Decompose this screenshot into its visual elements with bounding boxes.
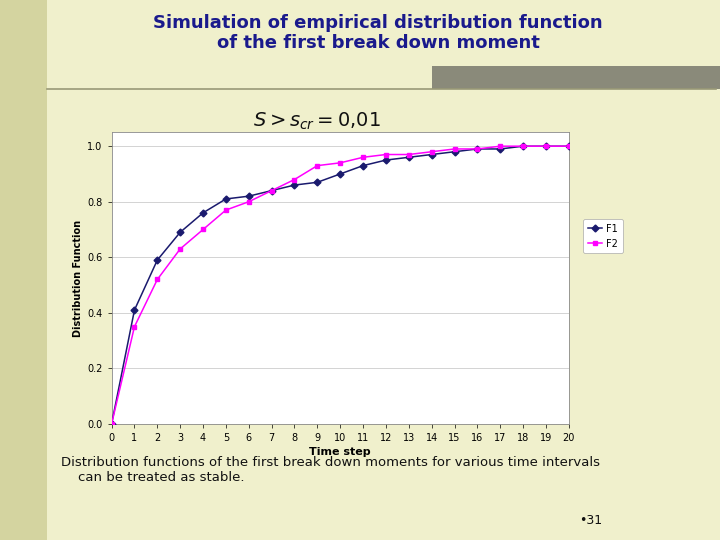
F1	[222, 195, 230, 202]
F1	[405, 154, 413, 160]
F2	[107, 421, 116, 427]
F1	[107, 421, 116, 427]
F2	[473, 146, 482, 152]
Y-axis label: Distribution Function: Distribution Function	[73, 220, 83, 336]
F2	[313, 163, 322, 169]
F1	[153, 257, 161, 264]
Line: F1: F1	[109, 144, 571, 427]
F1	[199, 210, 207, 216]
F2	[405, 151, 413, 158]
F2	[290, 176, 299, 183]
F1	[245, 193, 253, 199]
Legend: F1, F2: F1, F2	[582, 219, 623, 253]
F2	[382, 151, 390, 158]
Text: Simulation of empirical distribution function
of the first break down moment: Simulation of empirical distribution fun…	[153, 14, 603, 52]
F1	[564, 143, 573, 150]
F2	[336, 160, 345, 166]
F2	[450, 146, 459, 152]
F1	[336, 171, 345, 177]
F1	[359, 163, 367, 169]
F1	[518, 143, 527, 150]
F2	[153, 276, 161, 283]
F2	[428, 148, 436, 155]
X-axis label: Time step: Time step	[310, 447, 371, 457]
F1	[541, 143, 550, 150]
F2	[496, 143, 505, 150]
F1	[267, 187, 276, 194]
F2	[564, 143, 573, 150]
F1	[176, 229, 184, 235]
Text: Distribution functions of the first break down moments for various time interval: Distribution functions of the first brea…	[61, 456, 600, 484]
F2	[541, 143, 550, 150]
F2	[518, 143, 527, 150]
F2	[176, 246, 184, 252]
F1	[450, 148, 459, 155]
F1	[382, 157, 390, 163]
Line: F2: F2	[109, 144, 571, 427]
F2	[245, 199, 253, 205]
F2	[199, 226, 207, 233]
F1	[428, 151, 436, 158]
F2	[267, 187, 276, 194]
F1	[496, 146, 505, 152]
F2	[222, 207, 230, 213]
F1	[290, 182, 299, 188]
F1	[473, 146, 482, 152]
Text: $S > s_{cr} = 0{,}01$: $S > s_{cr} = 0{,}01$	[253, 111, 381, 132]
F1	[130, 307, 139, 313]
F2	[359, 154, 367, 160]
Text: •31: •31	[579, 514, 602, 526]
F1	[313, 179, 322, 186]
F2	[130, 323, 139, 330]
